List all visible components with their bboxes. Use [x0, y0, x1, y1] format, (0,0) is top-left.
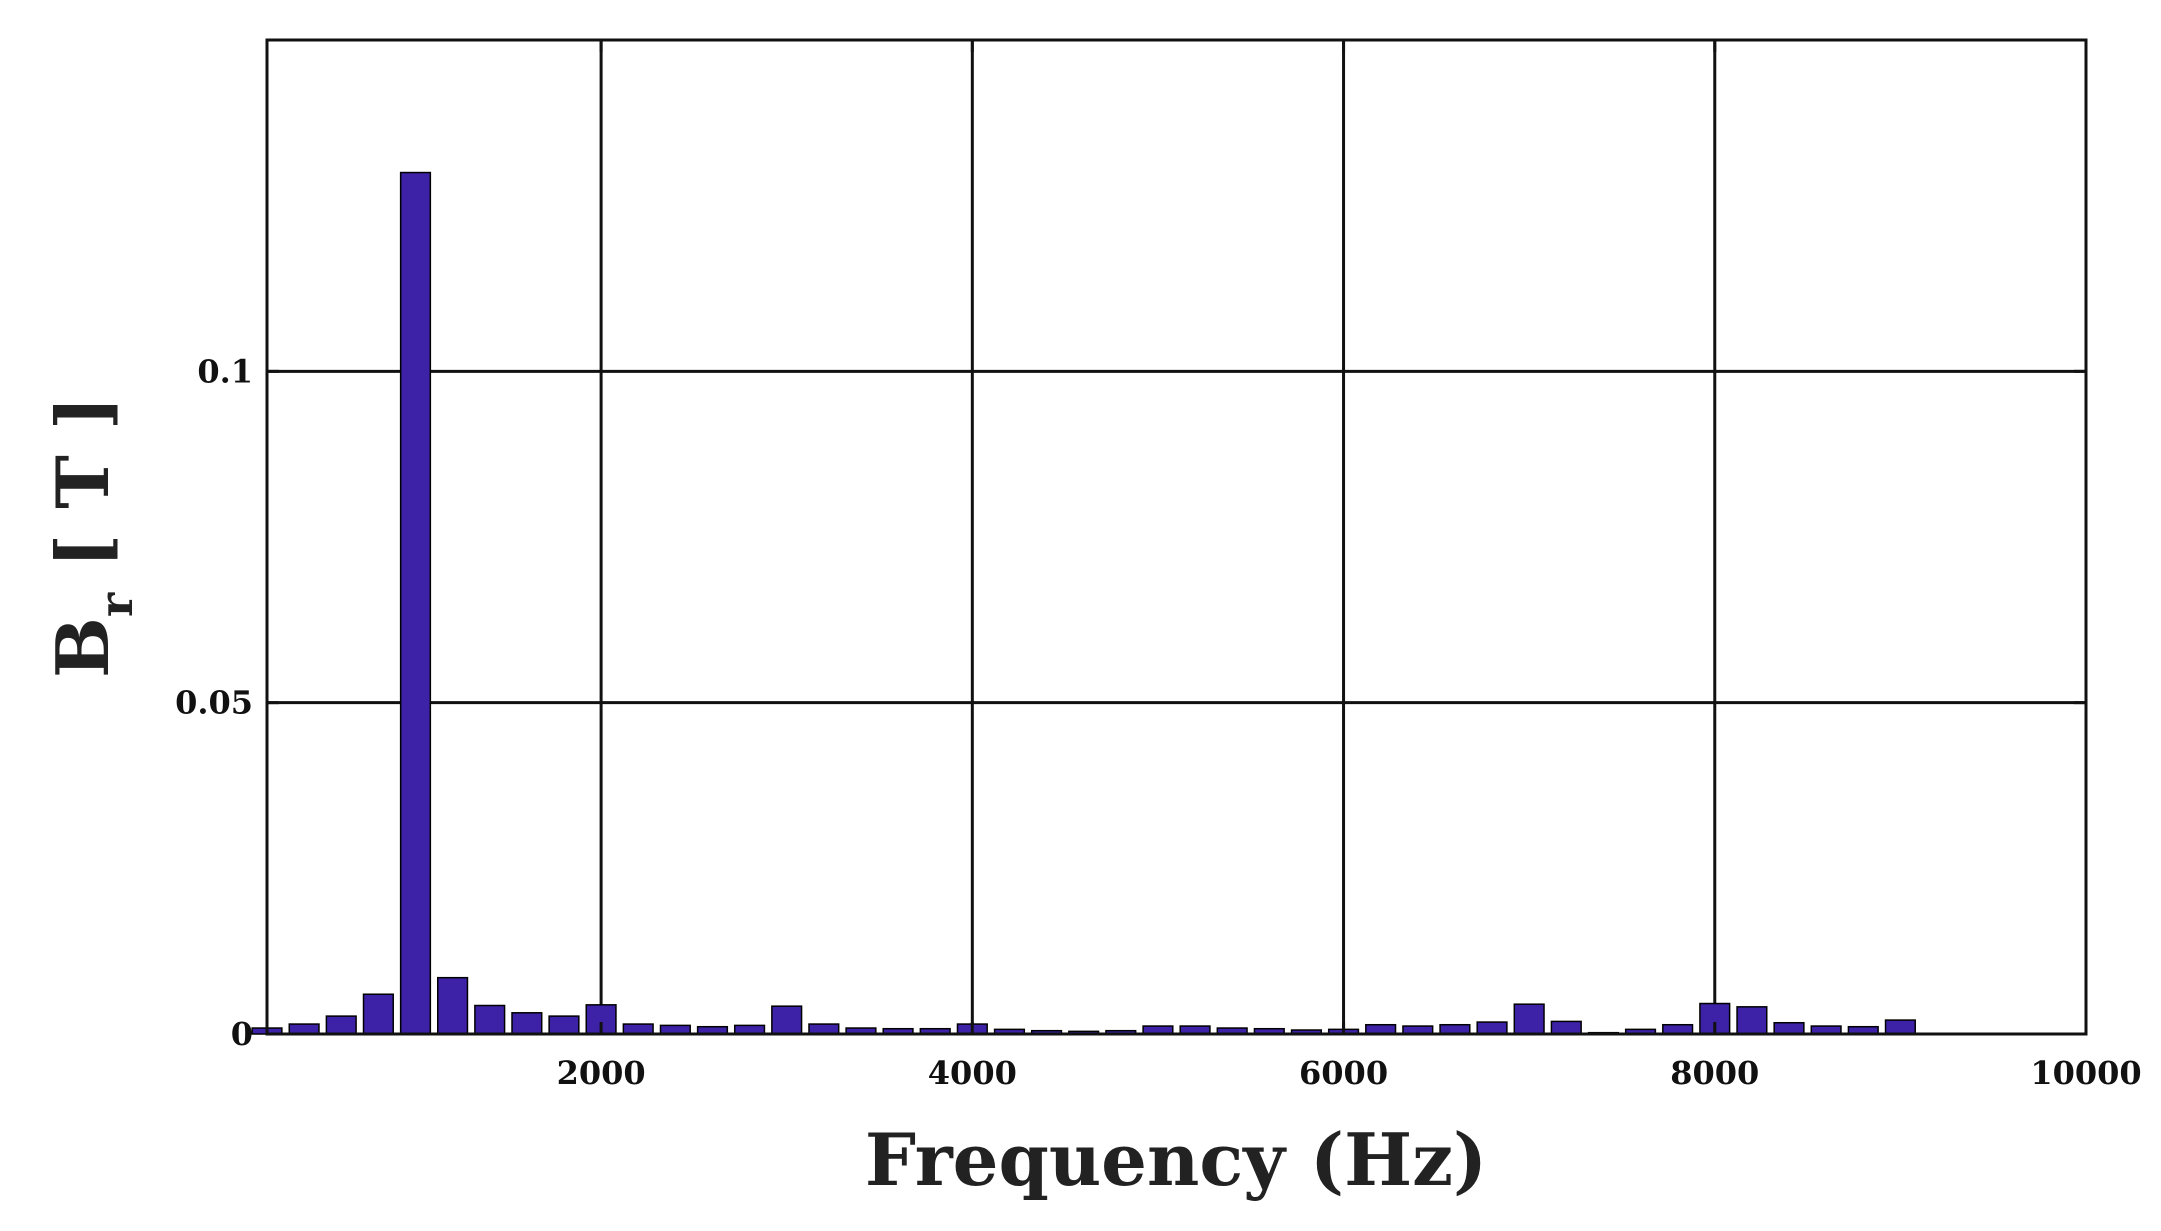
y-tick-label: 0.05 [175, 684, 253, 722]
bar [1476, 1021, 1508, 1035]
bar [511, 1012, 543, 1035]
bar [325, 1015, 357, 1035]
x-tick-label: 4000 [928, 1054, 1017, 1092]
bar [362, 993, 394, 1035]
plot-frame [265, 38, 2088, 1036]
x-tick-label: 8000 [1670, 1054, 1759, 1092]
y-axis-label-unit: [ T ] [40, 396, 125, 593]
x-axis-label: Frequency (Hz) [865, 1117, 1487, 1202]
bar [1884, 1019, 1916, 1035]
x-ticks: 2000 4000 6000 8000 10000 [557, 40, 2142, 1092]
bar [1550, 1020, 1582, 1035]
y-tick-label: 0 [231, 1015, 253, 1053]
bar [548, 1015, 580, 1035]
bar [437, 976, 469, 1035]
bar [399, 171, 432, 1035]
x-tick-label: 6000 [1299, 1054, 1388, 1092]
x-tick-label: 2000 [557, 1054, 646, 1092]
y-tick-label: 0.1 [197, 352, 253, 390]
y-ticks: 0 0.05 0.1 [175, 352, 2086, 1053]
bar [1773, 1021, 1805, 1035]
grid-lines [267, 40, 2086, 1034]
bar [771, 1005, 803, 1035]
plot-background [267, 40, 2086, 1034]
bar [1736, 1006, 1768, 1035]
y-axis-label-main: B [40, 617, 125, 678]
y-axis-label: Br [ T ] [40, 396, 143, 678]
bar [1513, 1003, 1545, 1035]
y-axis-label-subscript: r [89, 592, 143, 617]
bar [474, 1004, 506, 1035]
x-tick-label: 10000 [2030, 1054, 2141, 1092]
